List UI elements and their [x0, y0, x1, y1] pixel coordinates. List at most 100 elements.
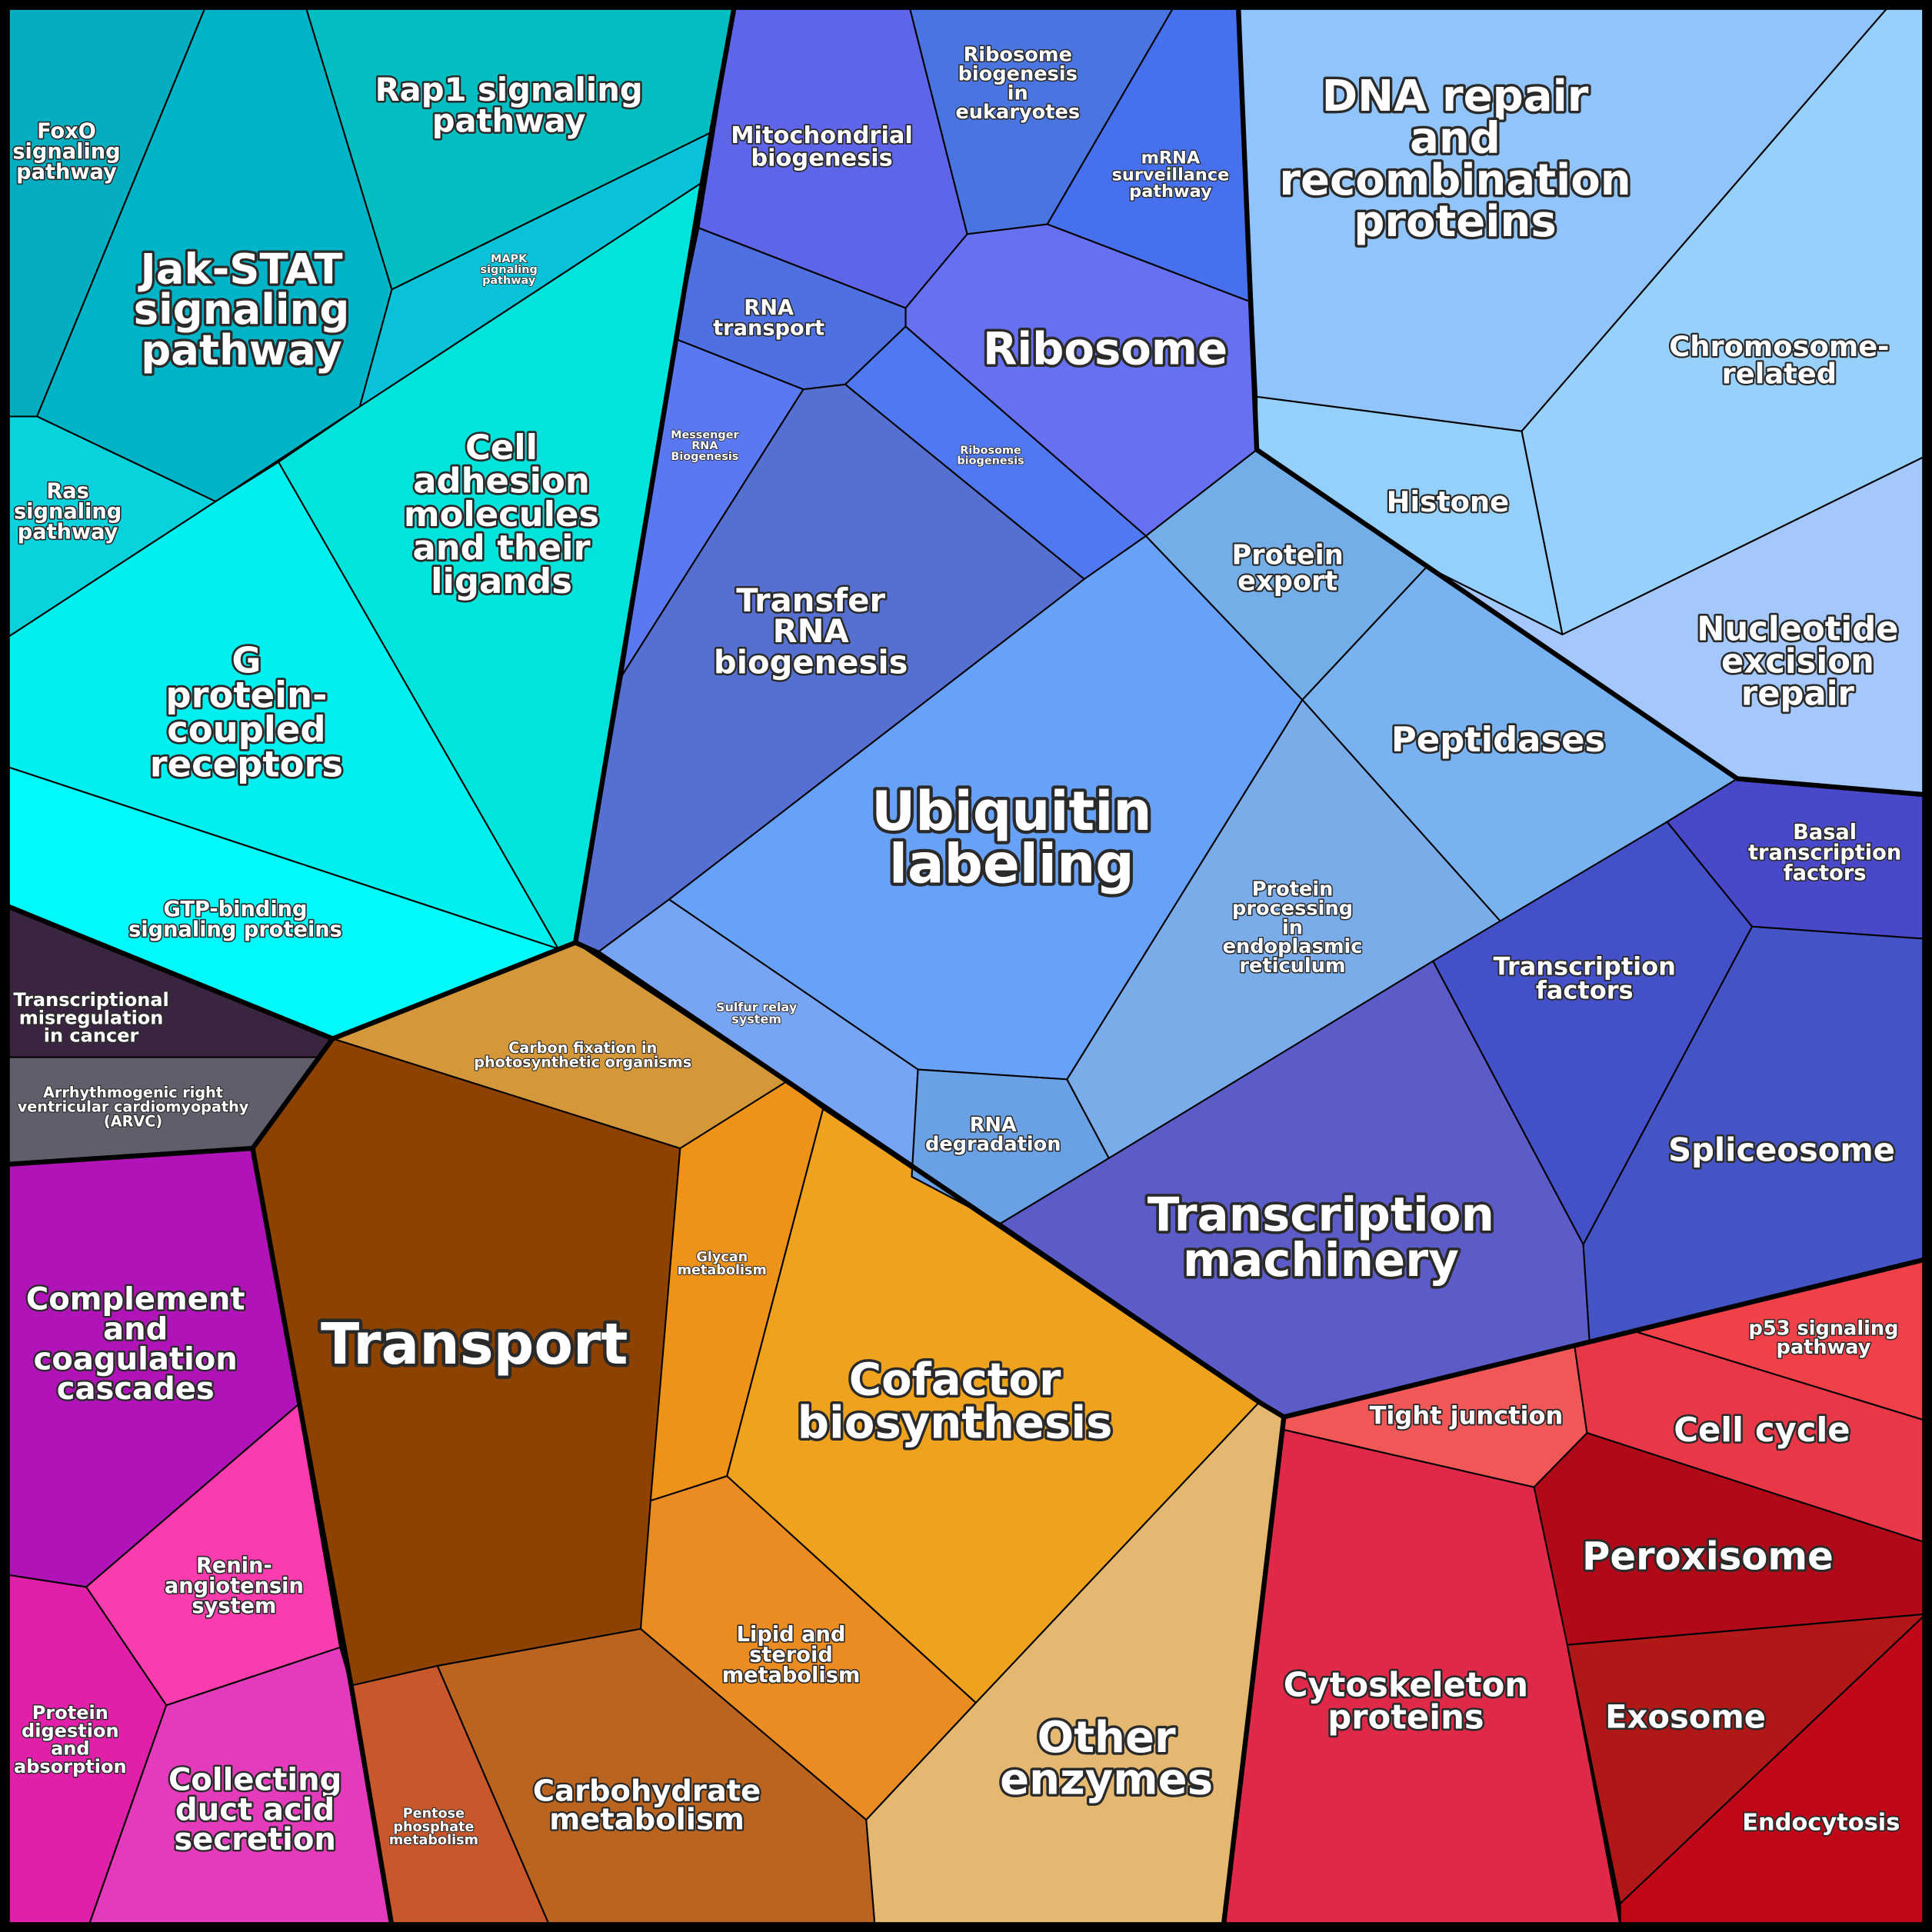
label-line: Collecting — [168, 1763, 341, 1798]
label-line: Histone — [1387, 485, 1509, 518]
label-line: MAPK — [491, 253, 528, 265]
label-line: system — [192, 1594, 276, 1618]
label-line: DNA repair — [1322, 72, 1589, 122]
label-line: molecules — [404, 494, 599, 535]
label-line: biosynthesis — [798, 1396, 1113, 1448]
cell-label: Lipid and steroid metabolism — [722, 1623, 861, 1687]
label-line: FoxO — [37, 119, 96, 143]
cell-label: Cell adhesion molecules and their ligands — [404, 427, 599, 601]
label-line: pathway — [1129, 182, 1212, 202]
label-line: phosphate — [393, 1820, 474, 1835]
label-line: Jak-STAT — [137, 244, 342, 293]
label-line: signaling — [134, 285, 350, 334]
label-line: Exosome — [1605, 1697, 1766, 1735]
label-line: pathway — [1777, 1336, 1871, 1359]
cell-label: RNA degradation — [925, 1114, 1061, 1156]
label-line: Tight junction — [1370, 1401, 1564, 1431]
cell-label: Peptidases — [1391, 719, 1605, 760]
label-line: RNA — [773, 612, 850, 650]
label-line: (ARVC) — [104, 1112, 162, 1130]
label-line: repair — [1741, 675, 1855, 713]
label-line: enzymes — [1000, 1754, 1213, 1804]
group-border — [1235, 5, 1927, 798]
cell-label: Complement and coagulation cascades — [26, 1282, 245, 1407]
cell-label: MAPK signaling pathway — [481, 253, 538, 287]
label-line: proteins — [1327, 1698, 1484, 1737]
cell-label: Transport — [321, 1311, 628, 1377]
label-line: in cancer — [44, 1025, 139, 1047]
label-line: in — [1008, 82, 1028, 105]
label-line: Peroxisome — [1582, 1534, 1834, 1578]
label-line: Spliceosome — [1668, 1131, 1895, 1168]
group-border — [572, 5, 737, 944]
cell-label: Spliceosome — [1668, 1131, 1895, 1168]
label-line: endoplasmic — [1223, 935, 1363, 958]
cell-label: RNA transport — [713, 296, 824, 340]
label-line: Mitochondrial — [731, 122, 913, 148]
label-line: Transcription — [1494, 951, 1676, 981]
cell-label: Ribosome — [983, 322, 1227, 375]
label-line: excision — [1721, 642, 1874, 681]
cell-label: Cell cycle — [1674, 1411, 1850, 1450]
label-line: Basal — [1793, 821, 1857, 844]
cell-label: Rap1 signaling pathway — [375, 70, 643, 138]
label-line: metabolism — [549, 1802, 744, 1837]
label-line: Transcriptional — [13, 989, 168, 1011]
cell-label: Arrhythmogenic right ventricular cardiomy… — [18, 1083, 249, 1129]
label-line: Sulfur relay — [716, 1000, 798, 1014]
label-line: Cell — [465, 427, 538, 468]
label-line: factors — [1536, 976, 1634, 1005]
label-line: Transfer — [736, 581, 885, 618]
label-line: coupled — [167, 709, 325, 751]
cell-label: Ribosome biogenesis — [957, 445, 1024, 468]
label-line: transport — [713, 316, 824, 340]
label-line: Renin- — [196, 1554, 272, 1577]
label-line: secretion — [174, 1822, 336, 1857]
label-line: metabolism — [389, 1833, 478, 1848]
cell-label: Nucleotide excision repair — [1697, 610, 1898, 713]
label-line: Biogenesis — [671, 451, 738, 463]
cell-label: Carbon fixation in photosynthetic organis… — [474, 1039, 691, 1071]
label-line: Ribosome — [960, 445, 1021, 457]
label-line: Arrhythmogenic right — [43, 1083, 223, 1101]
label-line: machinery — [1183, 1232, 1459, 1287]
cell-label: GTP-binding signaling proteins — [128, 897, 342, 941]
cell-label: Messenger RNA Biogenesis — [671, 429, 739, 463]
cell-label: Tight junction — [1370, 1401, 1564, 1431]
label-line: Carbohydrate — [533, 1774, 761, 1808]
label-line: Ras — [46, 479, 89, 503]
cell-label: Cytoskeleton proteins — [1284, 1666, 1528, 1737]
labels: FoxO signaling pathway Jak-STAT signaling pat… — [12, 42, 1903, 1860]
label-line: degradation — [925, 1133, 1061, 1156]
cell-label: Renin-angiotensin system — [165, 1554, 304, 1618]
label-line: pathway — [432, 102, 586, 139]
label-line: surveillance — [1112, 165, 1230, 185]
cell-label: mRNA surveillance pathway — [1112, 148, 1230, 202]
cell-label: Transfer RNA biogenesis — [714, 581, 908, 681]
label-line: Chromosome- — [1669, 329, 1889, 362]
label-line: Transport — [321, 1311, 628, 1377]
label-line: Protein — [1252, 878, 1334, 901]
label-line: duct acid — [175, 1792, 335, 1827]
cell-label: Cofactor biosynthesis — [798, 1354, 1113, 1449]
cell-label: Jak-STAT signaling pathway — [134, 244, 350, 375]
label-line: biogenesis — [957, 455, 1024, 468]
label-line: pathway — [482, 275, 536, 287]
cell-label: Sulfur relay system — [716, 1000, 798, 1027]
label-line: biogenesis — [714, 643, 908, 681]
label-line: Complement — [26, 1282, 245, 1317]
cell-label: Histone — [1387, 485, 1509, 518]
label-line: processing — [1232, 897, 1353, 920]
label-line: Lipid and — [737, 1623, 846, 1647]
label-line: proteins — [1354, 197, 1557, 247]
cell-label: DNA repair and recombination proteins — [1279, 72, 1631, 247]
group-border — [250, 1148, 395, 1927]
cell-label: Peroxisome — [1582, 1534, 1834, 1578]
label-line: factors — [1784, 861, 1867, 885]
label-line: Rap1 signaling — [375, 70, 643, 108]
label-line: metabolism — [678, 1263, 767, 1278]
